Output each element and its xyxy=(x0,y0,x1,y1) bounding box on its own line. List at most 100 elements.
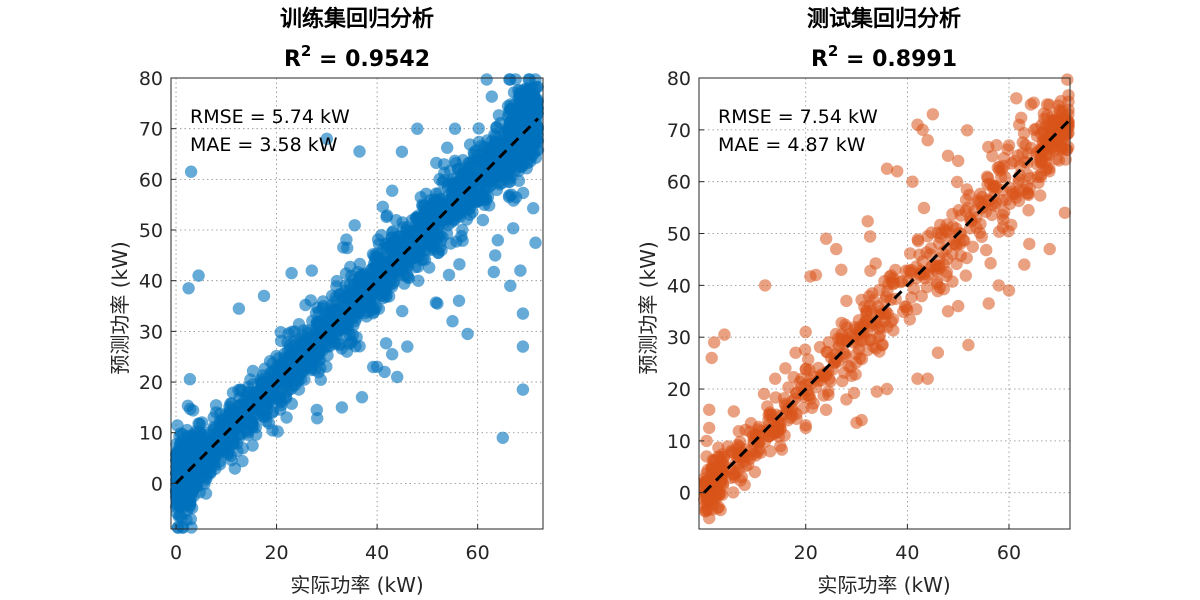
data-point xyxy=(380,209,394,222)
data-point xyxy=(799,419,812,432)
data-point xyxy=(869,257,882,270)
train-xlabel: 实际功率 (kW) xyxy=(290,573,423,597)
data-point xyxy=(772,430,786,443)
data-point xyxy=(1059,153,1072,166)
data-point xyxy=(937,282,950,296)
data-point xyxy=(1039,156,1052,169)
data-point xyxy=(430,156,443,170)
data-point xyxy=(769,372,782,385)
data-point xyxy=(398,277,411,290)
test-r2-prefix: R xyxy=(811,47,828,72)
data-point xyxy=(507,99,520,112)
data-point xyxy=(347,319,360,332)
data-point xyxy=(1034,189,1047,202)
data-point xyxy=(880,382,894,396)
data-point xyxy=(282,327,295,340)
data-point xyxy=(352,304,365,317)
data-point xyxy=(875,320,889,333)
x-tick-label: 20 xyxy=(794,542,818,564)
data-point xyxy=(442,268,456,282)
data-point xyxy=(925,226,938,239)
data-point xyxy=(926,108,939,121)
data-point xyxy=(757,387,771,401)
data-point xyxy=(441,141,454,154)
data-point xyxy=(185,447,199,461)
data-point xyxy=(951,175,964,189)
data-point xyxy=(1062,95,1075,108)
data-point xyxy=(889,263,902,277)
data-point xyxy=(258,362,271,375)
data-point xyxy=(921,372,934,385)
data-point xyxy=(824,351,838,365)
data-point xyxy=(906,175,919,188)
data-point xyxy=(516,340,530,353)
data-point xyxy=(411,122,424,135)
y-tick-label: 10 xyxy=(139,423,163,445)
data-point xyxy=(269,389,282,402)
data-point xyxy=(404,236,418,250)
data-point xyxy=(271,425,284,438)
data-point xyxy=(299,298,312,312)
data-point xyxy=(771,420,784,434)
data-point xyxy=(448,154,462,167)
data-point xyxy=(529,73,542,86)
data-point xyxy=(184,512,197,526)
data-point xyxy=(891,165,904,178)
data-point xyxy=(461,327,474,341)
data-point xyxy=(996,208,1009,222)
data-point xyxy=(339,267,353,280)
data-point xyxy=(418,199,431,212)
data-point xyxy=(1002,139,1016,152)
data-point xyxy=(348,219,361,232)
data-point xyxy=(1043,98,1056,111)
data-point xyxy=(453,258,466,271)
data-point xyxy=(727,486,740,499)
data-point xyxy=(990,139,1003,152)
data-point xyxy=(498,126,512,139)
data-point xyxy=(527,202,540,215)
data-point xyxy=(852,325,865,338)
data-point xyxy=(1002,284,1016,297)
train-fit-line xyxy=(174,117,540,485)
data-point xyxy=(225,435,239,449)
data-point xyxy=(522,91,535,104)
data-point xyxy=(503,137,517,151)
data-point xyxy=(192,269,205,282)
data-point xyxy=(1031,170,1045,183)
data-point xyxy=(711,488,724,501)
data-point xyxy=(897,305,910,318)
data-point xyxy=(962,338,975,352)
data-point xyxy=(182,282,195,295)
data-point xyxy=(524,135,537,148)
y-tick-label: 50 xyxy=(139,220,163,242)
data-point xyxy=(712,441,725,454)
data-point xyxy=(941,252,954,266)
data-point xyxy=(456,184,469,198)
data-point xyxy=(505,169,518,183)
data-point xyxy=(830,242,843,256)
data-point xyxy=(492,109,506,122)
data-point xyxy=(232,383,245,397)
data-point xyxy=(504,152,517,166)
data-point xyxy=(880,162,894,175)
test-ticks: 20 40 60 0 10 20 30 40 50 60 70 80 xyxy=(667,68,1070,564)
data-point xyxy=(836,374,849,388)
y-tick-label: 60 xyxy=(139,169,163,191)
data-point xyxy=(483,199,496,212)
data-point xyxy=(511,122,524,135)
data-point xyxy=(819,232,833,245)
y-tick-label: 40 xyxy=(139,271,163,293)
data-point xyxy=(457,175,470,188)
data-point xyxy=(204,460,218,473)
data-point xyxy=(221,448,235,461)
data-point xyxy=(176,521,189,534)
data-point xyxy=(446,315,459,328)
data-point xyxy=(236,442,249,455)
data-point xyxy=(448,122,462,135)
test-panel: 测试集回归分析 R2 = 0.8991 20 40 60 0 10 20 30 40 50 60 7… xyxy=(636,6,1075,597)
data-point xyxy=(1061,73,1074,86)
data-point xyxy=(835,332,848,346)
data-point xyxy=(529,236,542,249)
test-mae-annotation: MAE = 4.87 kW xyxy=(718,134,866,156)
data-point xyxy=(946,275,959,288)
